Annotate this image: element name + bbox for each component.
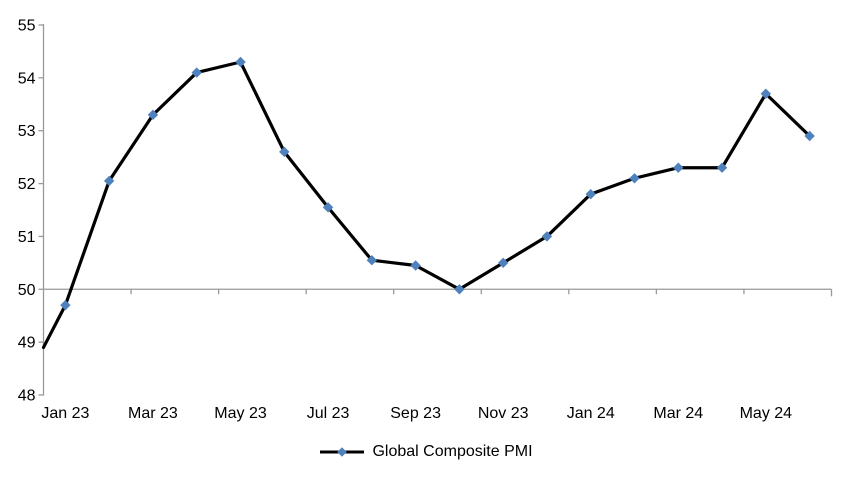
pmi-data-point-marker	[366, 255, 378, 266]
legend: Global Composite PMI	[0, 443, 852, 461]
x-axis-tick-label: Nov 23	[478, 405, 529, 422]
x-axis-tick-label: Jan 24	[567, 405, 615, 422]
legend-diamond-icon	[337, 447, 348, 457]
x-axis-tick-label: Jan 23	[41, 405, 89, 422]
y-axis-tick-label: 55	[18, 18, 36, 35]
x-axis-tick-label: Mar 23	[128, 405, 178, 422]
pmi-data-point-marker	[454, 284, 465, 295]
y-axis-tick-label: 50	[18, 282, 36, 299]
pmi-data-point-marker	[541, 231, 553, 242]
pmi-data-point-marker	[716, 162, 728, 173]
x-axis-tick-label: May 23	[214, 405, 267, 422]
pmi-data-point-marker	[147, 109, 159, 121]
y-axis-tick-label: 53	[18, 123, 36, 140]
y-axis-tick-label: 51	[18, 229, 36, 246]
legend-label: Global Composite PMI	[372, 443, 533, 460]
legend-line-marker-icon	[319, 445, 365, 459]
pmi-data-point-marker	[585, 188, 596, 200]
pmi-data-point-marker	[191, 67, 202, 78]
pmi-data-point-marker	[279, 146, 290, 158]
pmi-data-point-marker	[235, 56, 246, 68]
pmi-data-point-marker	[103, 175, 115, 187]
legend-marker-svg	[320, 447, 365, 457]
x-axis-tick-label: May 24	[740, 405, 793, 422]
pmi-data-point-marker	[804, 130, 815, 142]
pmi-data-point-marker	[629, 173, 640, 184]
x-axis-tick-label: Sep 23	[390, 405, 441, 422]
y-axis-tick-label: 54	[18, 70, 36, 87]
pmi-data-point-marker	[673, 162, 684, 173]
y-axis-tick-label: 52	[18, 176, 36, 193]
y-axis-tick-label: 49	[18, 335, 36, 352]
pmi-data-point-marker	[60, 299, 71, 311]
pmi-data-point-marker	[760, 88, 772, 99]
pmi-data-point-marker	[322, 202, 334, 213]
x-axis-tick-label: Jul 23	[307, 405, 350, 422]
pmi-data-point-marker	[497, 257, 509, 269]
x-axis-tick-label: Mar 24	[653, 405, 703, 422]
y-axis-tick-label: 48	[18, 388, 36, 405]
pmi-data-point-marker	[410, 260, 421, 271]
pmi-series-line	[41, 60, 812, 350]
